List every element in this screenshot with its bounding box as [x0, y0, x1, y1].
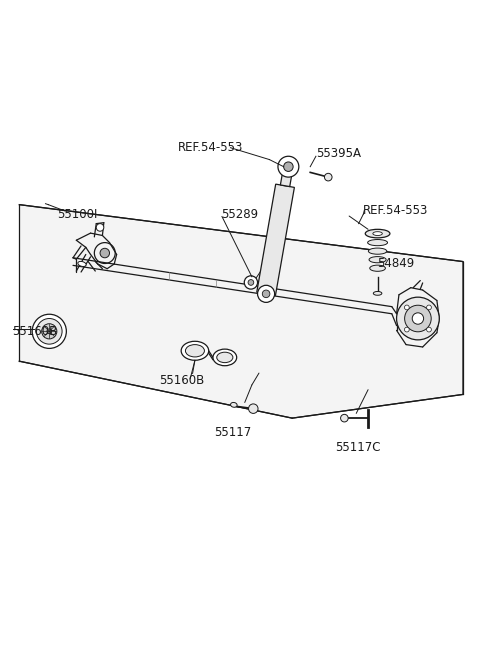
Text: REF.54-553: REF.54-553 [363, 204, 429, 217]
Circle shape [405, 327, 409, 332]
Ellipse shape [36, 319, 62, 344]
Text: 55117: 55117 [214, 426, 251, 439]
Text: 55395A: 55395A [316, 147, 361, 160]
Circle shape [284, 162, 293, 171]
Polygon shape [257, 184, 294, 295]
Ellipse shape [230, 402, 237, 407]
Text: 55100I: 55100I [57, 208, 98, 220]
Text: 55160B: 55160B [12, 325, 58, 338]
Polygon shape [19, 205, 463, 418]
Circle shape [100, 248, 109, 258]
Circle shape [427, 305, 432, 310]
Circle shape [341, 415, 348, 422]
Circle shape [427, 327, 432, 332]
Circle shape [412, 313, 424, 324]
Text: 55117C: 55117C [335, 441, 380, 454]
Ellipse shape [47, 329, 52, 334]
Ellipse shape [217, 352, 233, 363]
Text: 55160B: 55160B [159, 374, 204, 386]
Ellipse shape [368, 248, 387, 255]
Ellipse shape [373, 291, 382, 295]
Circle shape [405, 305, 431, 332]
Text: 54849: 54849 [378, 257, 415, 270]
Ellipse shape [370, 265, 385, 272]
Ellipse shape [78, 261, 86, 266]
Text: REF.54-553: REF.54-553 [179, 141, 244, 154]
Circle shape [258, 285, 275, 302]
Circle shape [324, 173, 332, 181]
Text: 55289: 55289 [221, 208, 258, 220]
Ellipse shape [32, 314, 66, 348]
Ellipse shape [368, 239, 387, 246]
Ellipse shape [373, 232, 383, 236]
Circle shape [262, 290, 270, 298]
Ellipse shape [42, 323, 57, 339]
Ellipse shape [213, 349, 237, 365]
Circle shape [248, 279, 254, 285]
Circle shape [244, 276, 258, 289]
Circle shape [249, 404, 258, 413]
Ellipse shape [365, 230, 390, 238]
Ellipse shape [181, 341, 209, 360]
Circle shape [405, 305, 409, 310]
Ellipse shape [369, 256, 386, 263]
Ellipse shape [185, 344, 204, 357]
Polygon shape [280, 166, 293, 186]
Circle shape [396, 297, 439, 340]
Circle shape [278, 156, 299, 177]
Circle shape [96, 224, 104, 231]
